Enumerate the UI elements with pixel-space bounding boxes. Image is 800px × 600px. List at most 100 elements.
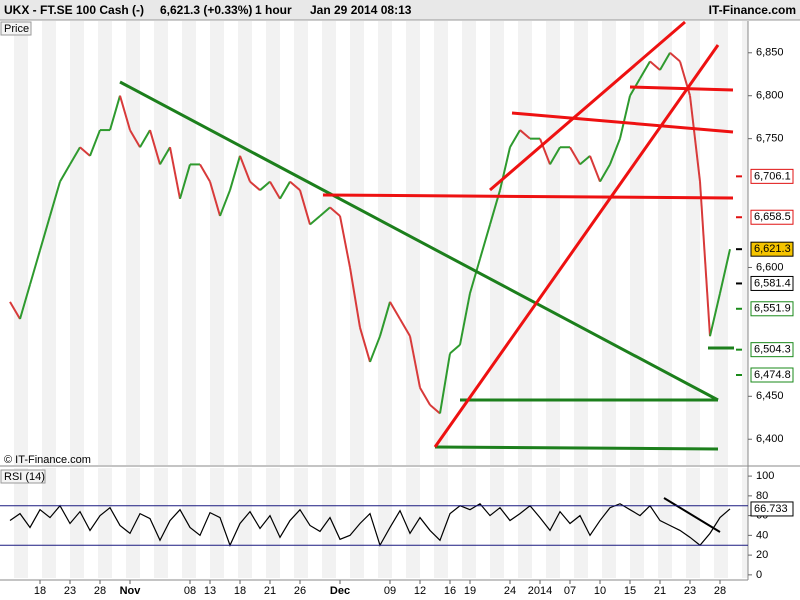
price-bar — [109, 95, 121, 131]
price-bar — [589, 155, 601, 182]
price-bar — [659, 52, 671, 71]
price-bar — [219, 189, 231, 217]
price-bar — [459, 293, 471, 345]
price-bar — [159, 146, 171, 165]
rsi-line — [9, 502, 731, 547]
price-bar — [49, 181, 61, 217]
price-bar — [569, 146, 581, 165]
price-bar — [79, 146, 91, 157]
price-bar — [599, 163, 611, 183]
trendline — [433, 44, 720, 448]
price-bar — [259, 180, 271, 191]
x-tick-label: 09 — [384, 585, 396, 597]
rsi-trendline — [663, 497, 721, 533]
price-bar — [229, 155, 241, 191]
price-bar — [239, 155, 251, 182]
price-bar — [89, 129, 101, 157]
x-tick-label: Nov — [120, 585, 142, 597]
price-label-box — [750, 209, 794, 225]
price-bar — [339, 215, 351, 268]
watermark: © IT-Finance.com — [4, 454, 91, 466]
symbol: UKX - FT.SE 100 Cash (-) — [4, 3, 144, 17]
trendline — [119, 80, 719, 402]
trendline — [629, 85, 734, 92]
price-bar — [469, 258, 481, 294]
price-bar — [19, 284, 31, 320]
datetime: Jan 29 2014 08:13 — [310, 3, 412, 17]
x-tick-label: 07 — [564, 585, 576, 597]
price-bar — [279, 181, 291, 200]
y-tick-label: 6,600 — [756, 261, 784, 273]
price-bar — [499, 147, 511, 191]
y-tick-label: 40 — [756, 529, 768, 541]
x-tick-label: 18 — [234, 585, 246, 597]
price-bar — [669, 52, 681, 63]
price-bar — [9, 301, 21, 320]
panel-label: RSI (14) — [4, 471, 45, 483]
price-bar — [29, 250, 41, 285]
price-label-box — [750, 275, 794, 291]
trendline — [511, 111, 734, 134]
price-bar — [329, 206, 341, 217]
panel-label-box — [0, 21, 32, 36]
x-tick-label: 2014 — [528, 585, 552, 597]
price-label: 6,551.9 — [754, 303, 791, 315]
last-value-box — [750, 501, 794, 517]
y-tick-label: 6,750 — [756, 133, 784, 145]
price-bar — [689, 95, 701, 182]
y-tick-label: 6,450 — [756, 390, 784, 402]
x-tick-label: 19 — [464, 585, 476, 597]
price-plot — [9, 52, 731, 547]
price-bar — [399, 318, 411, 337]
price-bar — [419, 387, 431, 406]
y-tick-label: 80 — [756, 490, 768, 502]
day-stripes — [0, 468, 748, 578]
price-bar — [269, 181, 281, 200]
price-bar — [119, 95, 131, 131]
y-tick-label: 100 — [756, 470, 774, 482]
price-bar — [59, 163, 71, 183]
x-tick-label: 26 — [294, 585, 306, 597]
price-bar — [479, 224, 491, 260]
price-label-box — [750, 367, 794, 383]
price-label: 6,504.3 — [754, 344, 791, 356]
price-bar — [699, 181, 711, 337]
price-bar — [709, 293, 721, 337]
price-bar — [39, 215, 51, 251]
price-bar — [309, 215, 321, 226]
price-bar — [299, 189, 311, 225]
y-tick-label: 6,400 — [756, 433, 784, 445]
price-bar — [169, 147, 181, 199]
x-tick-label: 21 — [654, 585, 666, 597]
price-bar — [649, 60, 661, 71]
x-tick-label: 13 — [204, 585, 216, 597]
x-tick-label: 24 — [504, 585, 516, 597]
price-bar — [69, 146, 81, 165]
day-stripes — [0, 21, 748, 465]
x-tick-label: Dec — [330, 585, 350, 597]
y-tick-label: 6,850 — [756, 47, 784, 59]
x-tick-label: 12 — [414, 585, 426, 597]
trendline — [322, 193, 734, 200]
x-tick-label: 21 — [264, 585, 276, 597]
price-bar — [379, 301, 391, 337]
quote: 6,621.3 (+0.33%) — [160, 3, 252, 17]
price-label: 6,706.1 — [754, 170, 791, 182]
x-tick-label: 28 — [714, 585, 726, 597]
last-value-label: 66.733 — [754, 503, 788, 515]
header-bar — [0, 0, 800, 20]
trendline — [489, 20, 686, 192]
x-tick-label: 23 — [684, 585, 696, 597]
interval: 1 hour — [255, 3, 292, 17]
price-label: 6,621.3 — [754, 243, 791, 255]
price-bar — [619, 95, 631, 139]
price-bar — [539, 138, 551, 165]
price-bar — [409, 335, 421, 388]
price-bar — [209, 181, 221, 217]
x-tick-label: 08 — [184, 585, 196, 597]
price-bar — [439, 353, 451, 414]
trendline — [434, 445, 719, 451]
price-bar — [389, 301, 401, 320]
price-bar — [519, 129, 531, 140]
x-tick-label: 15 — [624, 585, 636, 597]
